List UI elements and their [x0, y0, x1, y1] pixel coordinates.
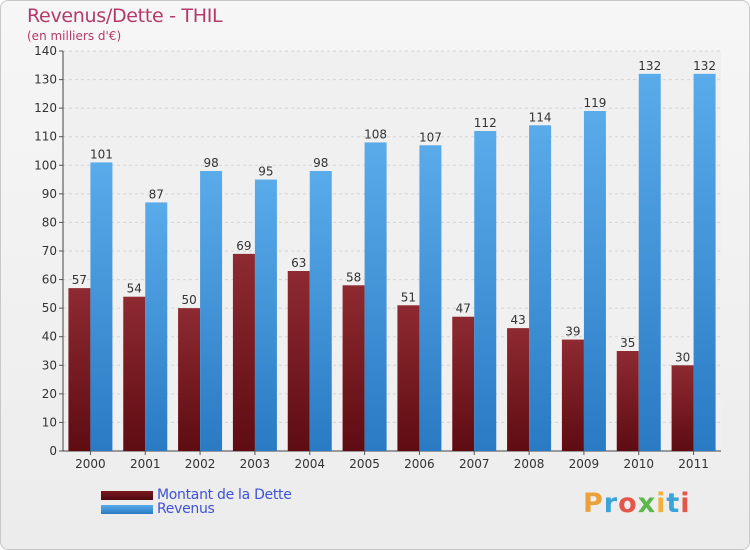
- data-label-debt: 69: [236, 239, 251, 253]
- y-tick-label: 80: [42, 215, 57, 229]
- legend-swatch-debt: [101, 490, 153, 500]
- legend-swatch-revenus: [101, 504, 153, 514]
- y-tick-label: 130: [34, 73, 57, 87]
- data-label-revenus: 101: [90, 147, 113, 161]
- legend-item-revenus: Revenus: [101, 501, 215, 517]
- chart-title: Revenus/Dette - THIL: [27, 5, 223, 27]
- data-label-revenus: 119: [583, 96, 606, 110]
- data-label-revenus: 112: [474, 116, 497, 130]
- logo-letter: o: [618, 488, 638, 519]
- bar-revenus: [200, 171, 223, 451]
- logo-letter: r: [603, 488, 619, 519]
- y-tick-label: 60: [42, 273, 57, 287]
- legend-label-revenus: Revenus: [157, 501, 215, 517]
- bar-revenus: [309, 171, 332, 451]
- x-tick-label: 2002: [185, 457, 216, 471]
- logo-letter: x: [637, 488, 657, 519]
- bar-debt: [452, 316, 475, 451]
- bar-revenus: [364, 142, 387, 451]
- bar-debt: [123, 296, 146, 451]
- data-label-debt: 47: [456, 302, 471, 316]
- bar-debt: [287, 271, 310, 451]
- bar-revenus: [583, 111, 606, 451]
- bar-debt: [68, 288, 91, 451]
- logo-letter: i: [656, 488, 667, 519]
- data-label-debt: 63: [291, 256, 306, 270]
- data-label-debt: 35: [620, 336, 635, 350]
- y-tick-label: 110: [34, 130, 57, 144]
- bar-revenus: [693, 73, 716, 451]
- data-label-debt: 58: [346, 270, 361, 284]
- data-label-debt: 43: [510, 313, 525, 327]
- proxiti-logo: Proxiti: [583, 488, 691, 519]
- data-label-revenus: 87: [149, 187, 164, 201]
- data-label-revenus: 98: [313, 156, 328, 170]
- logo-letter: P: [583, 488, 604, 519]
- data-label-revenus: 132: [638, 59, 661, 73]
- x-tick-label: 2007: [459, 457, 490, 471]
- x-tick-label: 2003: [240, 457, 271, 471]
- y-tick-label: 120: [34, 101, 57, 115]
- bar-revenus: [419, 145, 442, 452]
- data-label-revenus: 95: [258, 165, 273, 179]
- bar-debt: [397, 305, 420, 451]
- bar-revenus: [90, 162, 113, 451]
- y-tick-label: 100: [34, 158, 57, 172]
- x-tick-label: 2010: [623, 457, 654, 471]
- data-label-revenus: 114: [529, 110, 552, 124]
- x-tick-label: 2011: [678, 457, 709, 471]
- data-label-debt: 54: [127, 282, 142, 296]
- logo-letter: t: [666, 488, 681, 519]
- x-tick-label: 2006: [404, 457, 435, 471]
- legend-label-debt: Montant de la Dette: [157, 487, 292, 503]
- data-label-debt: 39: [565, 325, 580, 339]
- y-tick-label: 50: [42, 301, 57, 315]
- bar-debt: [671, 365, 694, 451]
- y-tick-label: 20: [42, 387, 57, 401]
- y-tick-label: 0: [49, 444, 57, 458]
- bar-revenus: [254, 179, 277, 452]
- x-tick-label: 2008: [514, 457, 545, 471]
- bar-debt: [616, 351, 639, 451]
- x-tick-label: 2001: [130, 457, 161, 471]
- data-label-revenus: 108: [364, 127, 387, 141]
- bar-revenus: [529, 125, 552, 452]
- bar-debt: [232, 253, 255, 451]
- bar-debt: [561, 339, 584, 451]
- bar-debt: [178, 308, 201, 451]
- logo-letter: i: [680, 488, 691, 519]
- bar-revenus: [474, 131, 497, 451]
- legend-item-debt: Montant de la Dette: [101, 487, 292, 503]
- x-tick-label: 2004: [294, 457, 325, 471]
- data-label-debt: 30: [675, 350, 690, 364]
- x-tick-label: 2009: [569, 457, 600, 471]
- data-label-revenus: 132: [693, 59, 716, 73]
- y-tick-label: 40: [42, 330, 57, 344]
- bar-debt: [507, 328, 530, 451]
- data-label-debt: 50: [181, 293, 196, 307]
- bar-debt: [342, 285, 365, 451]
- y-tick-label: 30: [42, 358, 57, 372]
- data-label-debt: 51: [401, 290, 416, 304]
- bar-revenus: [145, 202, 168, 451]
- chart-subtitle: (en milliers d'€): [27, 29, 122, 43]
- y-tick-label: 140: [34, 44, 57, 58]
- x-tick-label: 2005: [349, 457, 380, 471]
- data-label-revenus: 98: [203, 156, 218, 170]
- data-label-debt: 57: [72, 273, 87, 287]
- bar-revenus: [638, 73, 661, 451]
- data-label-revenus: 107: [419, 130, 442, 144]
- y-tick-label: 10: [42, 415, 57, 429]
- y-tick-label: 70: [42, 244, 57, 258]
- y-tick-label: 90: [42, 187, 57, 201]
- x-tick-label: 2000: [75, 457, 106, 471]
